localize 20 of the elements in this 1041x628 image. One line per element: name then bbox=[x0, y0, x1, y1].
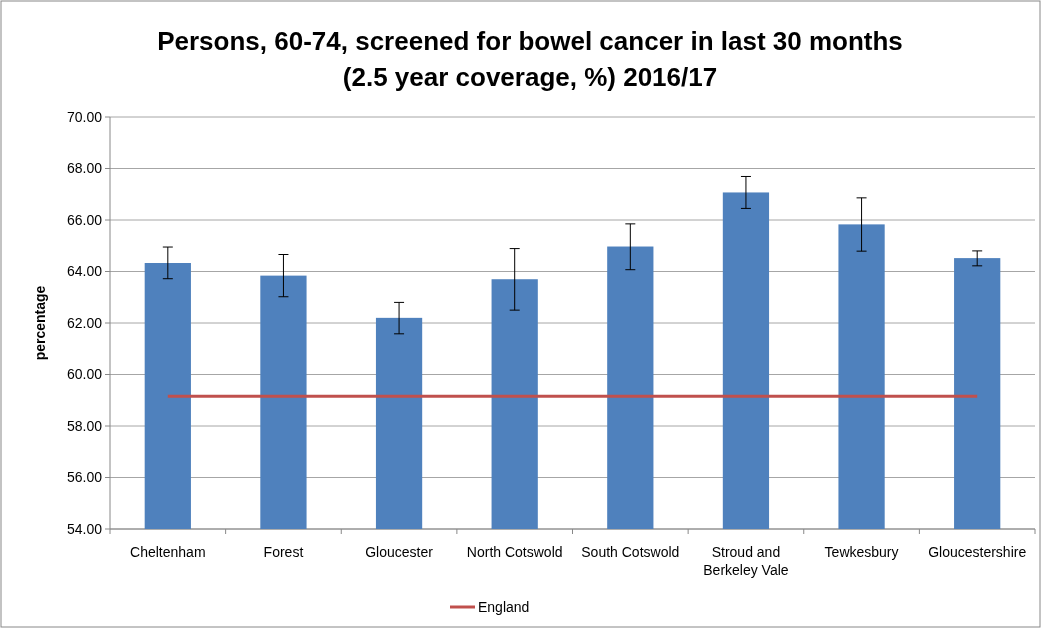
x-tick-label: Forest bbox=[263, 544, 304, 560]
y-tick-label: 66.00 bbox=[66, 211, 103, 228]
legend-label: England bbox=[478, 598, 530, 615]
x-tick-label: Cheltenham bbox=[130, 544, 206, 560]
y-tick-label: 56.00 bbox=[66, 469, 103, 486]
y-tick-label: 62.00 bbox=[66, 314, 103, 331]
x-tick-label: North Cotswold bbox=[466, 544, 563, 560]
y-tick-label: 64.00 bbox=[66, 263, 103, 280]
y-axis-title: percentage bbox=[32, 285, 48, 361]
x-tick-label: Gloucestershire bbox=[928, 544, 1027, 560]
y-tick-label: 60.00 bbox=[66, 366, 103, 383]
y-tick-label: 58.00 bbox=[66, 417, 103, 434]
chart-title: Persons, 60-74, screened for bowel cancer in last 30 months (2.5 year coverage, %) 2016/17 bbox=[157, 26, 903, 92]
x-tick-label: South Cotswold bbox=[581, 544, 680, 560]
y-tick-label: 54.00 bbox=[66, 520, 103, 537]
y-tick-label: 70.00 bbox=[66, 108, 103, 125]
x-tick-label: Stroud and Berkeley Vale bbox=[703, 544, 789, 578]
y-tick-label: 68.00 bbox=[66, 160, 103, 177]
x-tick-label: Gloucester bbox=[365, 544, 434, 560]
x-tick-label: Tewkesbury bbox=[824, 544, 899, 560]
